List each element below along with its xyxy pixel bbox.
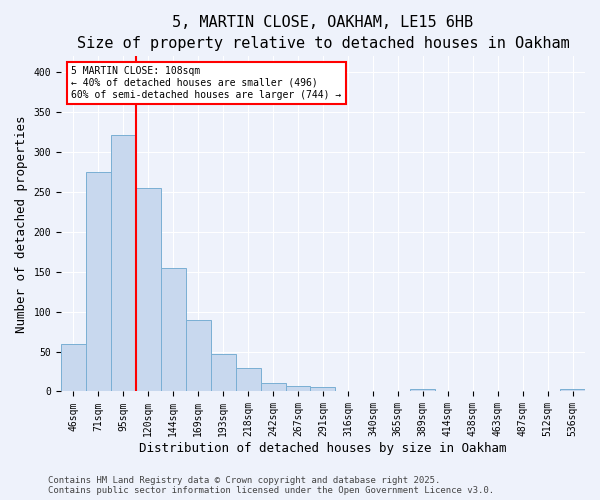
X-axis label: Distribution of detached houses by size in Oakham: Distribution of detached houses by size … [139,442,507,455]
Bar [111,134,136,392]
Bar [560,389,585,392]
Bar [435,390,460,392]
Bar [86,172,111,392]
Bar [310,386,335,392]
Bar [260,382,286,392]
Bar [286,386,310,392]
Title: 5, MARTIN CLOSE, OAKHAM, LE15 6HB
Size of property relative to detached houses i: 5, MARTIN CLOSE, OAKHAM, LE15 6HB Size o… [77,15,569,51]
Bar [410,389,435,392]
Bar [236,368,260,392]
Bar [185,320,211,392]
Y-axis label: Number of detached properties: Number of detached properties [15,115,28,332]
Text: Contains HM Land Registry data © Crown copyright and database right 2025.
Contai: Contains HM Land Registry data © Crown c… [48,476,494,495]
Text: 5 MARTIN CLOSE: 108sqm
← 40% of detached houses are smaller (496)
60% of semi-de: 5 MARTIN CLOSE: 108sqm ← 40% of detached… [71,66,341,100]
Bar [136,188,161,392]
Bar [61,344,86,392]
Bar [211,354,236,392]
Bar [161,268,185,392]
Bar [335,390,361,392]
Bar [361,390,385,392]
